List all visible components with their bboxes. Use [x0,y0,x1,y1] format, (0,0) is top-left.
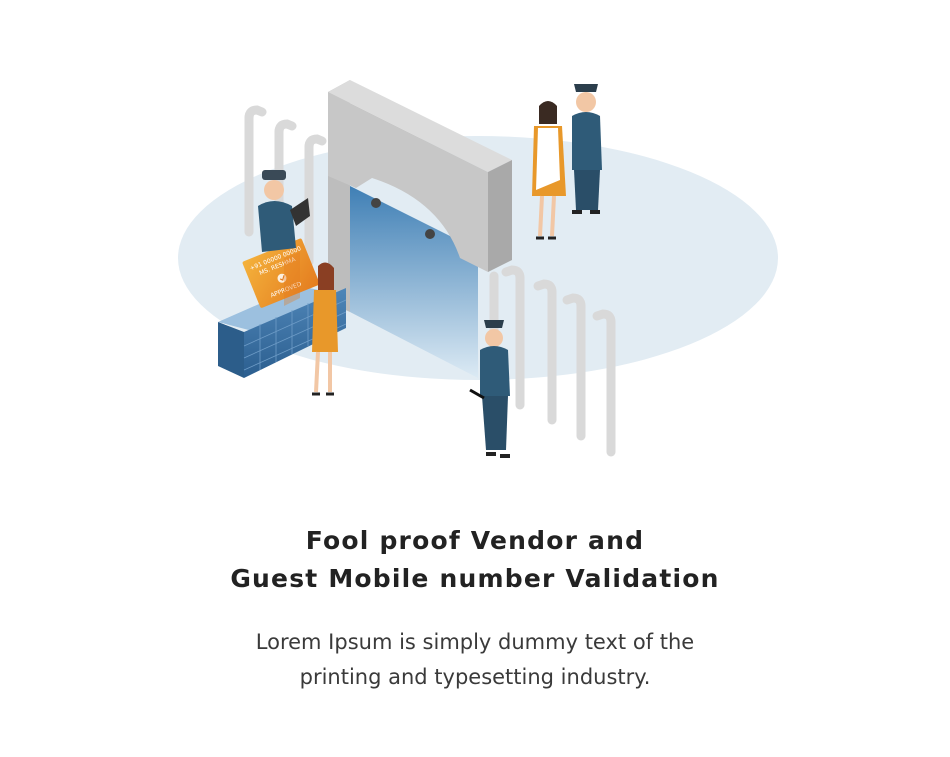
patrol-guard-figure [469,320,510,458]
description-line-2: printing and typesetting industry. [299,665,651,689]
security-gate-illustration: +91 00000 00000 MS. RESHMA APPROVED [178,80,778,458]
right-pipes [489,265,616,457]
page-title: Fool proof Vendor and Guest Mobile numbe… [0,522,950,598]
visitor-woman-figure [312,262,338,396]
title-line-2: Guest Mobile number Validation [230,564,720,593]
title-line-1: Fool proof Vendor and [305,526,645,555]
description-line-1: Lorem Ipsum is simply dummy text of the [255,630,695,654]
description-text: Lorem Ipsum is simply dummy text of the … [0,625,950,695]
desk-guard-figure [258,170,310,252]
maid-figure [532,101,566,240]
standing-guard-figure [572,84,602,214]
gate [328,80,512,378]
